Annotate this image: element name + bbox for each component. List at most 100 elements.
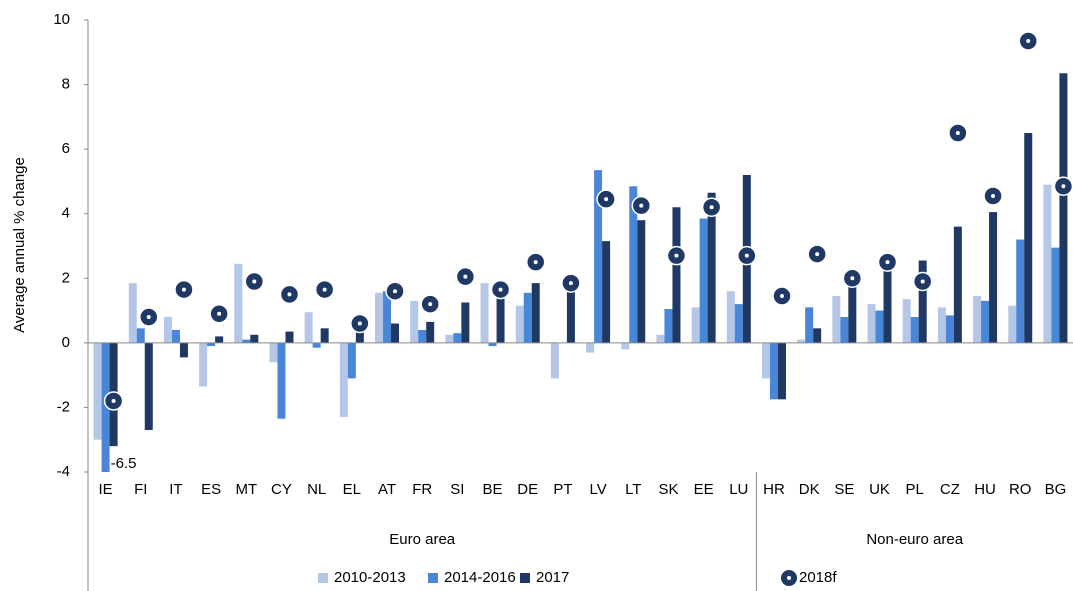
dot-center (146, 315, 151, 320)
dot-center (287, 292, 292, 297)
bar (707, 192, 716, 343)
dot-center (885, 260, 890, 265)
dot-center (639, 203, 644, 208)
dot-center (815, 252, 820, 257)
y-tick-label: -4 (57, 463, 70, 480)
bar (805, 307, 814, 343)
x-tick-label: SK (658, 481, 678, 498)
bar (726, 291, 735, 343)
bar (602, 241, 611, 343)
dot-center (252, 279, 257, 284)
x-tick-label: CY (271, 481, 292, 498)
bar (867, 304, 876, 343)
x-tick-label: ES (201, 481, 221, 498)
bar (840, 317, 849, 343)
x-tick-label: EL (343, 481, 361, 498)
bar (320, 328, 329, 343)
bar (989, 212, 998, 343)
bar (637, 220, 646, 343)
x-tick-label: IE (98, 481, 112, 498)
x-tick-label: BE (483, 481, 503, 498)
bar (777, 342, 786, 400)
dot-center (533, 260, 538, 265)
bar (918, 260, 927, 343)
bar (277, 342, 286, 419)
dot-center (568, 281, 573, 286)
dot-center (991, 193, 996, 198)
bar (285, 331, 294, 343)
dot-center (463, 274, 468, 279)
x-tick-label: SI (450, 481, 464, 498)
dot-center (428, 302, 433, 307)
bar (391, 323, 400, 343)
bar (531, 283, 540, 343)
x-tick-label: IT (169, 481, 182, 498)
bar (312, 342, 321, 348)
bar (199, 342, 208, 387)
bar (136, 328, 145, 343)
x-tick-label: DE (517, 481, 538, 498)
x-tick-label: FI (134, 481, 147, 498)
bar (171, 329, 180, 343)
bar (945, 315, 954, 343)
y-tick-label: 10 (53, 11, 70, 28)
bar (426, 321, 435, 343)
bar (242, 339, 251, 343)
bar (304, 312, 313, 343)
bar (445, 334, 454, 343)
x-tick-label: NL (307, 481, 326, 498)
bar (621, 342, 630, 350)
bar (418, 329, 427, 343)
dot-center (1026, 38, 1031, 43)
x-tick-label: LU (729, 481, 748, 498)
bar (515, 305, 524, 343)
dot-center (393, 289, 398, 294)
bar (699, 218, 708, 343)
bar (910, 317, 919, 343)
bar (410, 300, 419, 343)
bar (163, 317, 172, 343)
bar (902, 299, 911, 343)
bar (347, 342, 356, 379)
x-tick-label: CZ (940, 481, 960, 498)
dot-center (322, 287, 327, 292)
bar (813, 328, 822, 343)
bar (973, 296, 982, 343)
bar (1024, 133, 1033, 343)
x-tick-label: RO (1009, 481, 1032, 498)
bar (848, 278, 857, 343)
bar (550, 342, 559, 379)
x-tick-label: UK (869, 481, 890, 498)
bar (664, 308, 673, 343)
group-label: Non-euro area (866, 531, 963, 548)
legend-swatch (520, 573, 530, 583)
x-tick-label: AT (378, 481, 396, 498)
bar (496, 287, 505, 343)
bar (234, 263, 243, 343)
bar (375, 292, 384, 343)
x-tick-label: SE (834, 481, 854, 498)
legend-label: 2017 (536, 569, 569, 586)
dot-center (709, 205, 714, 210)
legend-label: 2010-2013 (334, 569, 406, 586)
bar (937, 307, 946, 343)
bar (207, 342, 216, 347)
x-tick-label: HU (974, 481, 996, 498)
bar (629, 186, 638, 343)
x-tick-label: EE (694, 481, 714, 498)
bar (339, 342, 348, 418)
bar (691, 307, 700, 343)
bar (953, 226, 962, 343)
legend-swatch (428, 573, 438, 583)
group-label: Euro area (389, 531, 456, 548)
bar (383, 291, 392, 343)
bar (1043, 184, 1052, 343)
x-tick-label: FR (412, 481, 432, 498)
bar (656, 334, 665, 343)
bar (594, 170, 603, 343)
bar (586, 342, 595, 353)
x-tick-label: LT (625, 481, 641, 498)
x-tick-label: MT (235, 481, 257, 498)
